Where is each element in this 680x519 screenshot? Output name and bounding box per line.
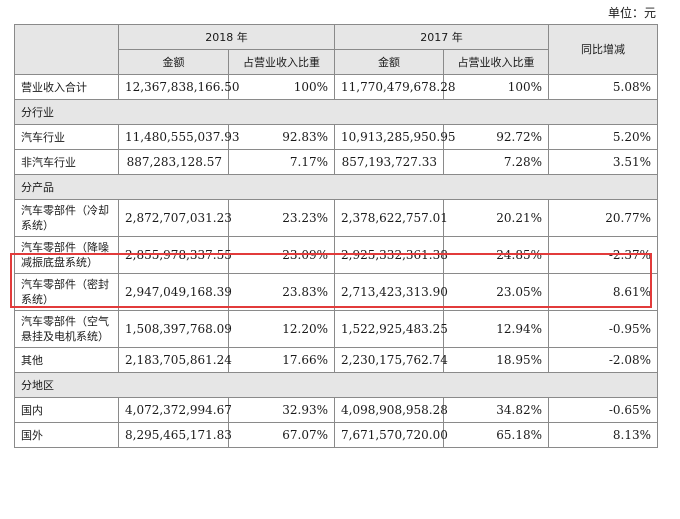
header-amount-2018: 金额 — [118, 49, 229, 75]
amount-2017-cell: 4,098,908,958.28 — [334, 397, 448, 423]
amount-2018-cell: 4,072,372,994.67 — [118, 397, 232, 423]
table-row: 国内 4,072,372,994.67 32.93% 4,098,908,958.28… — [14, 397, 658, 423]
amount-2018-cell: 2,183,705,861.24 — [118, 347, 232, 373]
share-2017-cell: 34.82% — [443, 397, 549, 423]
revenue-table: 2018 年 2017 年 同比增减 金额 占营业收入比重 金额 占营业收入比重… — [14, 24, 658, 448]
yoy-cell: -0.95% — [548, 310, 658, 348]
yoy-cell: 5.08% — [548, 74, 658, 100]
yoy-cell: 5.20% — [548, 124, 658, 150]
row-label: 非汽车行业 — [14, 149, 119, 175]
amount-2018-cell: 2,947,049,168.39 — [118, 273, 232, 311]
table-row: 汽车零部件（冷却系统） 2,872,707,031.23 23.23% 2,378,6… — [14, 199, 658, 237]
amount-2017-cell: 1,522,925,483.25 — [334, 310, 448, 348]
amount-2017-cell: 857,193,727.33 — [334, 149, 444, 175]
share-2018-cell: 23.09% — [228, 236, 335, 274]
header-share-2017: 占营业收入比重 — [443, 49, 549, 75]
table-row: 汽车零部件（密封系统） 2,947,049,168.39 23.83% 2,713,4… — [14, 273, 658, 311]
yoy-cell: -2.08% — [548, 347, 658, 373]
table-row: 其他 2,183,705,861.24 17.66% 2,230,175,762.74… — [14, 347, 658, 373]
amount-2018-cell: 11,480,555,037.93 — [118, 124, 240, 150]
section-label: 分产品 — [14, 174, 658, 200]
row-label: 汽车零部件（密封系统） — [14, 273, 119, 311]
share-2017-cell: 100% — [443, 74, 549, 100]
yoy-cell: -2.37% — [548, 236, 658, 274]
amount-2018-cell: 8,295,465,171.83 — [118, 422, 232, 448]
yoy-cell: 20.77% — [548, 199, 658, 237]
header-2018: 2018 年 — [118, 24, 335, 50]
header-share-2018: 占营业收入比重 — [228, 49, 335, 75]
amount-2017-cell: 10,913,285,950.95 — [334, 124, 456, 150]
share-2018-cell: 32.93% — [228, 397, 335, 423]
amount-2017-cell: 2,713,423,313.90 — [334, 273, 448, 311]
share-2018-cell: 7.17% — [228, 149, 335, 175]
row-label: 国内 — [14, 397, 119, 423]
share-2018-cell: 23.23% — [228, 199, 335, 237]
header-row-cols: 金额 占营业收入比重 金额 占营业收入比重 — [15, 49, 658, 75]
section-label: 分行业 — [14, 99, 658, 125]
share-2017-cell: 12.94% — [443, 310, 549, 348]
amount-2018-cell: 2,855,978,337.55 — [118, 236, 232, 274]
row-label: 汽车零部件（降噪减振底盘系统） — [14, 236, 119, 274]
header-amount-2017: 金额 — [334, 49, 444, 75]
header-row-years: 2018 年 2017 年 同比增减 — [14, 24, 658, 75]
share-2018-cell: 23.83% — [228, 273, 335, 311]
amount-2018-cell: 1,508,397,768.09 — [118, 310, 232, 348]
yoy-cell: -0.65% — [548, 397, 658, 423]
share-2017-cell: 18.95% — [443, 347, 549, 373]
row-label: 营业收入合计 — [14, 74, 119, 100]
table-row: 汽车零部件（空气悬挂及电机系统） 1,508,397,768.09 12.20% 1,… — [14, 310, 658, 348]
share-2018-cell: 92.83% — [228, 124, 335, 150]
section-label: 分地区 — [14, 372, 658, 398]
share-2018-cell: 12.20% — [228, 310, 335, 348]
amount-2017-cell: 2,925,332,361.38 — [334, 236, 448, 274]
amount-2017-cell: 7,671,570,720.00 — [334, 422, 448, 448]
row-label: 汽车零部件（冷却系统） — [14, 199, 119, 237]
table-row: 非汽车行业 887,283,128.57 7.17% 857,193,727.33 7.… — [14, 149, 658, 175]
header-yoy: 同比增减 — [548, 24, 658, 75]
header-2017: 2017 年 — [334, 24, 549, 50]
share-2017-cell: 23.05% — [443, 273, 549, 311]
section-row: 分行业 — [14, 99, 658, 125]
share-2017-cell: 20.21% — [443, 199, 549, 237]
share-2017-cell: 24.85% — [443, 236, 549, 274]
table-row: 营业收入合计 12,367,838,166.50 100% 11,770,479,67… — [14, 74, 658, 100]
amount-2018-cell: 2,872,707,031.23 — [118, 199, 232, 237]
amount-2017-cell: 11,770,479,678.28 — [334, 74, 456, 100]
yoy-cell: 8.61% — [548, 273, 658, 311]
section-row: 分地区 — [14, 372, 658, 398]
row-label: 汽车零部件（空气悬挂及电机系统） — [14, 310, 119, 348]
unit-label: 单位：元 — [607, 6, 656, 20]
amount-2018-cell: 12,367,838,166.50 — [118, 74, 240, 100]
yoy-cell: 3.51% — [548, 149, 658, 175]
amount-2017-cell: 2,378,622,757.01 — [334, 199, 448, 237]
amount-2018-cell: 887,283,128.57 — [118, 149, 229, 175]
share-2017-cell: 92.72% — [443, 124, 549, 150]
table-row: 国外 8,295,465,171.83 67.07% 7,671,570,720.00… — [14, 422, 658, 448]
share-2018-cell: 100% — [228, 74, 335, 100]
share-2017-cell: 7.28% — [443, 149, 549, 175]
section-row: 分产品 — [14, 174, 658, 200]
table-row: 汽车零部件（降噪减振底盘系统） 2,855,978,337.55 23.09% 2,9… — [14, 236, 658, 274]
share-2018-cell: 17.66% — [228, 347, 335, 373]
header-blank — [14, 24, 119, 75]
table-row: 汽车行业 11,480,555,037.93 92.83% 10,913,285,95… — [14, 124, 658, 150]
amount-2017-cell: 2,230,175,762.74 — [334, 347, 448, 373]
share-2017-cell: 65.18% — [443, 422, 549, 448]
row-label: 其他 — [14, 347, 119, 373]
yoy-cell: 8.13% — [548, 422, 658, 448]
row-label: 汽车行业 — [14, 124, 119, 150]
row-label: 国外 — [14, 422, 119, 448]
share-2018-cell: 67.07% — [228, 422, 335, 448]
